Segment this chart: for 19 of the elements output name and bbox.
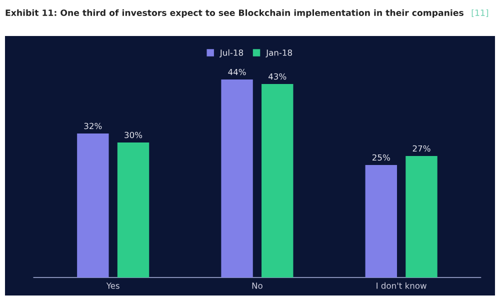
data-label: 43%: [268, 73, 286, 80]
x-tick-label: No: [252, 282, 262, 289]
data-label: 30%: [124, 132, 142, 138]
x-tick-label: I don't know: [376, 282, 426, 289]
data-label: 32%: [84, 122, 102, 130]
bar: [77, 134, 109, 278]
text: [11]: [472, 9, 488, 18]
bar: [221, 80, 253, 278]
data-label: 44%: [228, 68, 246, 76]
bar: [365, 165, 397, 278]
x-tick-label: Yes: [106, 282, 120, 289]
bar: [406, 156, 438, 278]
data-label: 27%: [412, 145, 430, 152]
chart-title: Exhibit 11: One third of investors expect to see Blockchain implementation in their companies: [6, 9, 464, 18]
bar: [262, 84, 294, 278]
legend-label: Jul-18: [220, 49, 244, 58]
legend-label: Jan-18: [266, 49, 292, 58]
data-label: 25%: [372, 154, 390, 161]
bar: [117, 142, 150, 278]
